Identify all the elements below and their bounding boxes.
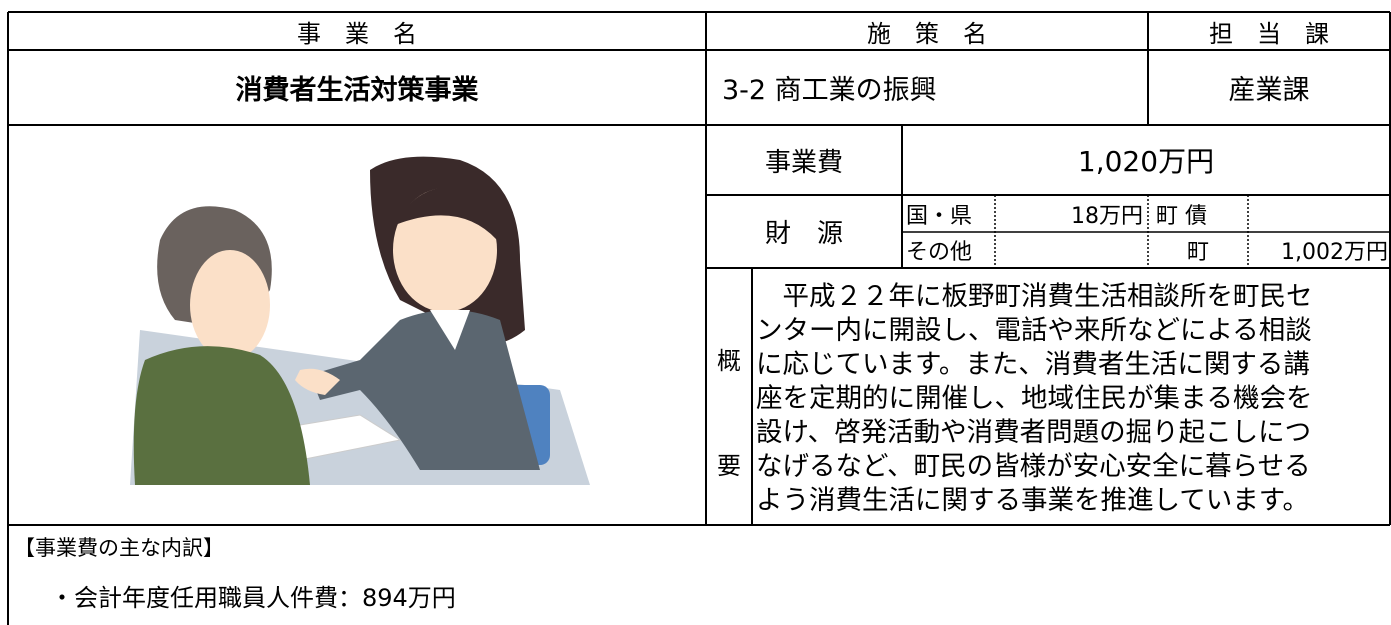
header-cell: 事 業 名 bbox=[297, 19, 417, 48]
funding-item: 町 bbox=[1186, 240, 1209, 265]
department: 産業課 bbox=[1228, 75, 1310, 106]
summary-line: 座を定期的に開催し、地域住民が集まる機会を bbox=[756, 383, 1313, 414]
business-name: 消費者生活対策事業 bbox=[235, 75, 479, 106]
funding-amount: 1,002万円 bbox=[1281, 240, 1388, 265]
summary-line: なげるなど、町民の皆様が安心安全に暮らせる bbox=[756, 451, 1311, 482]
header-cell: 施 策 名 bbox=[867, 19, 987, 48]
funding-item: 国・県 bbox=[906, 204, 973, 229]
summary-line: 平成２２年に板野町消費生活相談所を町民セ bbox=[756, 281, 1313, 312]
cost-value: 1,020万円 bbox=[1077, 145, 1215, 178]
funding-amount: 18万円 bbox=[1071, 204, 1143, 229]
summary-label: 概 bbox=[717, 346, 741, 375]
summary-text: 平成２２年に板野町消費生活相談所を町民セ ンター内に開設し、電話や来所などによる相… bbox=[756, 280, 1388, 518]
illustration bbox=[130, 156, 590, 485]
summary-line: よう消費生活に関する事業を推進しています。 bbox=[756, 485, 1310, 516]
funding-label: 財 源 bbox=[764, 219, 843, 249]
summary-line: に応じています。また、消費者生活に関する講 bbox=[756, 349, 1310, 380]
funding-item: 町 債 bbox=[1156, 204, 1207, 229]
breakdown-list: ・会計年度任用職員人件費：894万円 bbox=[50, 578, 456, 613]
summary-line: ンター内に開設し、電話や来所などによる相談 bbox=[756, 315, 1312, 346]
summary-line: 設け、啓発活動や消費者問題の掘り起こしにつ bbox=[756, 417, 1312, 448]
policy: 3-2 商工業の振興 bbox=[722, 75, 937, 106]
breakdown-item: ・会計年度任用職員人件費：894万円 bbox=[50, 584, 456, 612]
header-cell: 担 当 課 bbox=[1209, 19, 1329, 48]
cost-label: 事業費 bbox=[764, 147, 843, 178]
summary-label: 要 bbox=[717, 451, 741, 480]
funding-item: その他 bbox=[906, 240, 973, 265]
breakdown-title: 【事業費の主な内訳】 bbox=[14, 536, 224, 560]
